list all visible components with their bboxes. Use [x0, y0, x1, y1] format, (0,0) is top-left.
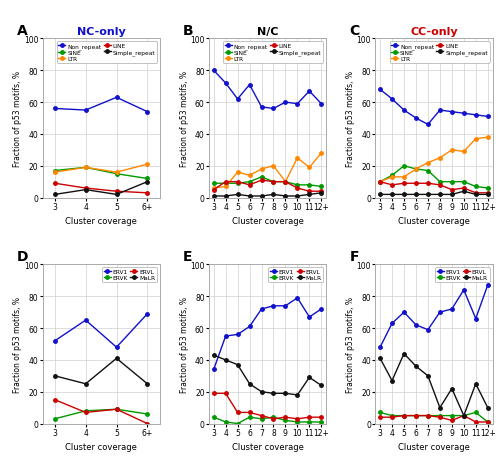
- Y-axis label: Fraction of p53 motifs, %: Fraction of p53 motifs, %: [346, 71, 356, 167]
- X-axis label: Cluster coverage: Cluster coverage: [398, 217, 470, 226]
- X-axis label: Cluster coverage: Cluster coverage: [398, 442, 470, 451]
- Text: C: C: [350, 24, 360, 38]
- Y-axis label: Fraction of p53 motifs, %: Fraction of p53 motifs, %: [14, 71, 22, 167]
- Title: NC-only: NC-only: [76, 27, 126, 37]
- Title: CC-only: CC-only: [410, 27, 458, 37]
- X-axis label: Cluster coverage: Cluster coverage: [232, 217, 304, 226]
- Legend: Non_repeat, SINE, LTR, LINE, Simple_repeat: Non_repeat, SINE, LTR, LINE, Simple_repe…: [223, 42, 323, 63]
- Title: N/C: N/C: [257, 27, 278, 37]
- Y-axis label: Fraction of p53 motifs, %: Fraction of p53 motifs, %: [346, 296, 356, 392]
- Text: A: A: [16, 24, 28, 38]
- Legend: ERV1, ERVK, ERVL, MaLR: ERV1, ERVK, ERVL, MaLR: [102, 268, 157, 282]
- Y-axis label: Fraction of p53 motifs, %: Fraction of p53 motifs, %: [180, 296, 189, 392]
- Legend: ERV1, ERVK, ERVL, MaLR: ERV1, ERVK, ERVL, MaLR: [435, 268, 490, 282]
- Legend: ERV1, ERVK, ERVL, MaLR: ERV1, ERVK, ERVL, MaLR: [268, 268, 323, 282]
- Y-axis label: Fraction of p53 motifs, %: Fraction of p53 motifs, %: [14, 296, 22, 392]
- Text: F: F: [350, 249, 359, 263]
- Text: B: B: [183, 24, 194, 38]
- Text: E: E: [183, 249, 192, 263]
- X-axis label: Cluster coverage: Cluster coverage: [65, 442, 137, 451]
- Legend: Non_repeat, SINE, LTR, LINE, Simple_repeat: Non_repeat, SINE, LTR, LINE, Simple_repe…: [390, 42, 490, 63]
- Y-axis label: Fraction of p53 motifs, %: Fraction of p53 motifs, %: [180, 71, 189, 167]
- Legend: Non_repeat, SINE, LTR, LINE, Simple_repeat: Non_repeat, SINE, LTR, LINE, Simple_repe…: [56, 42, 157, 63]
- Text: D: D: [16, 249, 28, 263]
- X-axis label: Cluster coverage: Cluster coverage: [65, 217, 137, 226]
- X-axis label: Cluster coverage: Cluster coverage: [232, 442, 304, 451]
